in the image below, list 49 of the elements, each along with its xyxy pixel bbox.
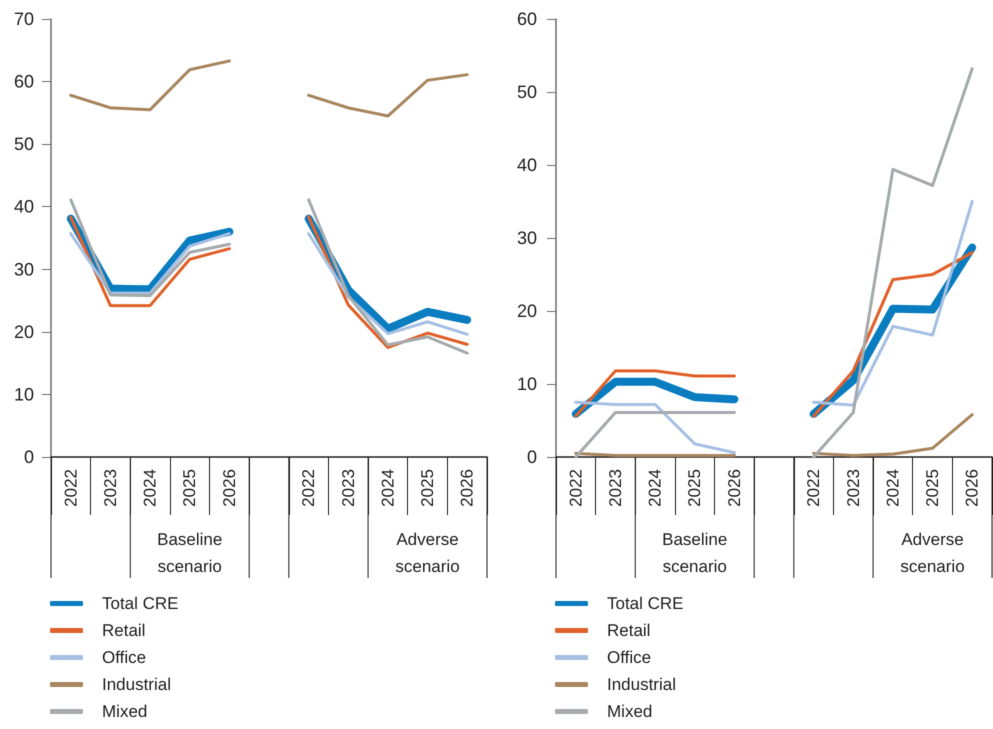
y-tick-label: 30: [516, 228, 537, 248]
x-tick-label: 2026: [724, 469, 744, 507]
x-tick-label: 2025: [685, 469, 704, 507]
legend-label: Office: [102, 648, 146, 667]
legend-label: Industrial: [607, 675, 676, 694]
y-tick-label: 10: [14, 384, 34, 404]
x-tick-label: 2022: [61, 469, 80, 507]
y-tick-label: 30: [14, 259, 34, 280]
x-tick-label: 2022: [299, 469, 318, 507]
legend-label: Retail: [607, 621, 650, 640]
y-tick-label: 0: [24, 447, 34, 467]
y-tick-label: 20: [14, 322, 34, 342]
legend-label: Total CRE: [607, 594, 684, 613]
x-tick-label: 2026: [220, 469, 239, 507]
y-tick-label: 20: [516, 301, 537, 321]
legend-label: Mixed: [607, 702, 652, 721]
legend-label: Mixed: [102, 702, 148, 721]
x-tick-label: 2023: [338, 469, 358, 507]
x-tick-label: 2023: [100, 469, 120, 507]
x-tick-label: 2024: [883, 469, 902, 507]
y-tick-label: 10: [516, 374, 537, 394]
x-tick-label: 2025: [418, 469, 438, 507]
legend-label: Industrial: [102, 675, 171, 694]
x-tick-label: 2026: [962, 469, 982, 507]
legend-label: Total CRE: [102, 594, 179, 613]
x-tick-label: 2023: [844, 469, 863, 507]
text: Adverse scenario: [899, 529, 966, 578]
x-tick-label: 2023: [606, 469, 625, 507]
x-tick-label: 2024: [378, 469, 398, 507]
y-tick-label: 0: [526, 447, 537, 467]
y-tick-label: 60: [516, 9, 537, 29]
y-tick-label: 50: [516, 82, 537, 102]
x-tick-label: 2026: [458, 469, 477, 507]
y-tick-label: 60: [14, 72, 34, 92]
x-tick-label: 2024: [140, 469, 160, 507]
y-tick-label: 40: [14, 196, 34, 217]
text: Baseline scenario: [156, 529, 224, 578]
legend-label: Retail: [102, 621, 146, 640]
text: Baseline scenario: [661, 529, 728, 578]
x-tick-label: 2025: [923, 469, 942, 507]
x-tick-label: 2022: [804, 469, 824, 507]
y-tick-label: 70: [14, 9, 34, 29]
y-tick-label: 50: [14, 134, 34, 154]
x-tick-label: 2022: [566, 469, 586, 507]
legend-label: Office: [607, 648, 652, 667]
x-tick-label: 2025: [180, 469, 200, 507]
y-tick-label: 40: [516, 155, 537, 175]
x-tick-label: 2024: [646, 469, 665, 507]
text: Adverse scenario: [394, 529, 461, 578]
